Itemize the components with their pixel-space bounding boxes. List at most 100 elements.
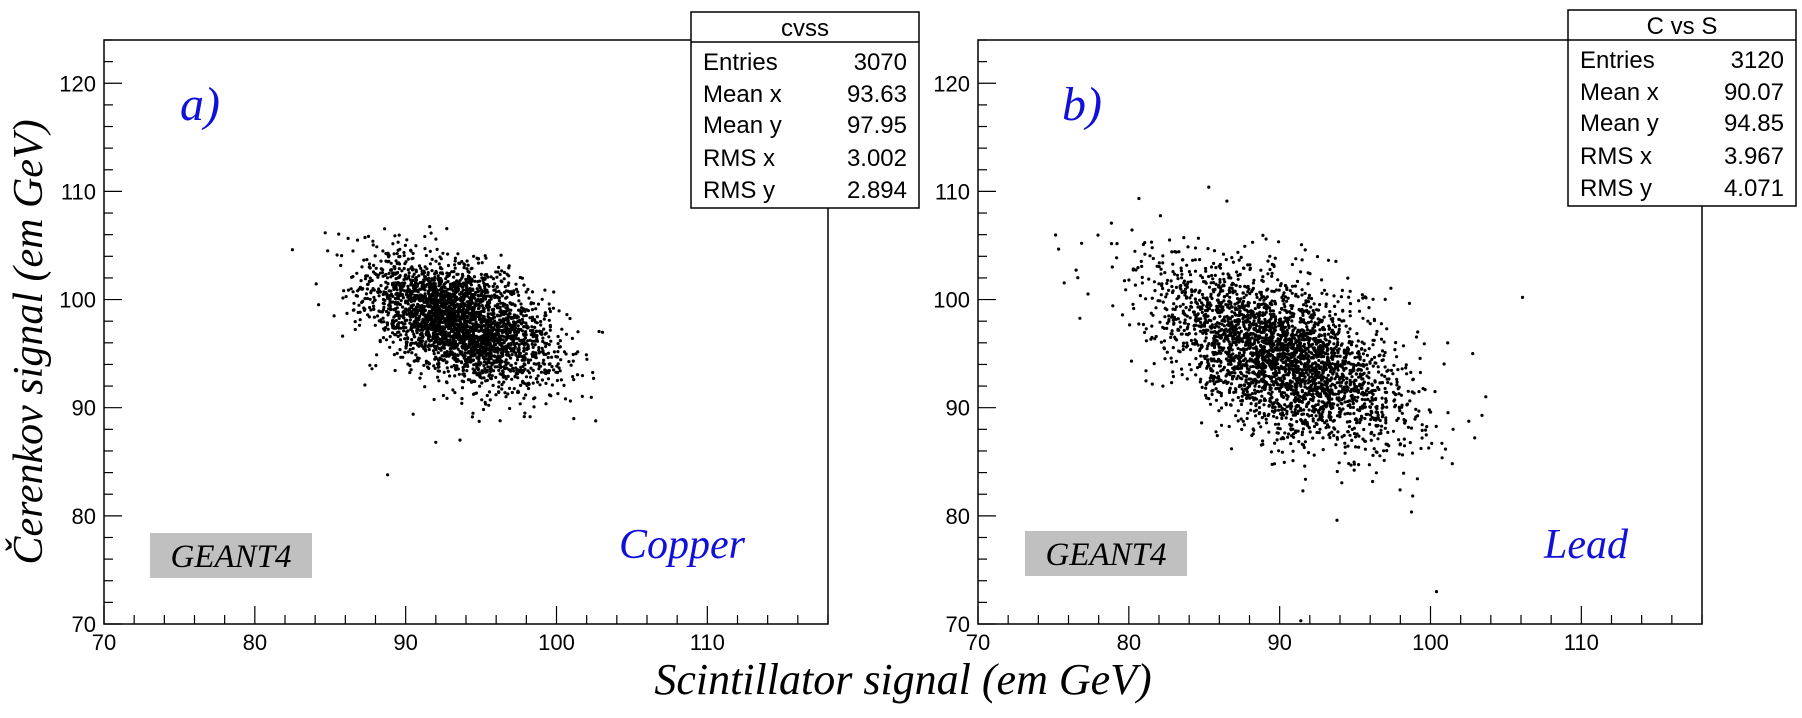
scatter-point xyxy=(404,289,408,293)
scatter-point xyxy=(428,249,432,253)
scatter-point xyxy=(1397,392,1401,396)
scatter-point xyxy=(474,320,478,324)
scatter-point xyxy=(409,341,413,346)
scatter-point xyxy=(434,287,438,291)
scatter-point xyxy=(528,316,532,320)
scatter-point xyxy=(514,366,518,370)
scatter-point xyxy=(340,254,344,258)
scatter-point xyxy=(480,398,484,402)
scatter-point xyxy=(1362,380,1366,384)
scatter-point xyxy=(1277,422,1281,426)
scatter-point xyxy=(1254,414,1258,418)
scatter-point xyxy=(1285,333,1289,337)
scatter-point xyxy=(558,345,562,349)
scatter-point xyxy=(534,362,538,366)
scatter-point xyxy=(443,286,447,290)
scatter-point xyxy=(413,289,417,293)
scatter-point xyxy=(457,309,461,313)
scatter-point xyxy=(363,235,367,240)
scatter-point xyxy=(482,364,486,368)
scatter-point xyxy=(375,314,380,318)
scatter-point xyxy=(459,295,463,300)
scatter-point xyxy=(1251,281,1255,285)
scatter-point xyxy=(461,306,465,311)
scatter-point xyxy=(335,253,339,257)
scatter-point xyxy=(1405,403,1409,407)
scatter-point xyxy=(442,358,446,362)
scatter-point xyxy=(1282,376,1286,381)
scatter-point xyxy=(1270,379,1274,383)
scatter-point xyxy=(1340,372,1344,376)
scatter-point xyxy=(438,318,442,322)
scatter-point xyxy=(538,331,543,335)
scatter-point xyxy=(1284,359,1288,363)
scatter-point xyxy=(1347,295,1351,299)
scatter-point xyxy=(1327,324,1331,328)
scatter-point xyxy=(554,355,558,359)
scatter-point xyxy=(355,238,360,242)
scatter-point xyxy=(1195,302,1199,306)
scatter-point xyxy=(1285,310,1289,314)
scatter-point xyxy=(448,338,452,342)
scatter-point xyxy=(492,326,496,330)
scatter-point xyxy=(371,300,375,305)
scatter-point xyxy=(547,343,551,347)
scatter-point xyxy=(383,326,388,330)
scatter-point xyxy=(1252,428,1256,432)
scatter-point xyxy=(1218,314,1222,318)
scatter-point xyxy=(1238,284,1242,289)
scatter-point xyxy=(543,368,547,372)
scatter-point xyxy=(1368,322,1372,326)
scatter-point xyxy=(1343,400,1347,404)
scatter-point xyxy=(1329,317,1333,321)
scatter-point xyxy=(1318,427,1322,431)
scatter-point xyxy=(469,296,473,300)
scatter-point xyxy=(507,281,511,285)
scatter-point xyxy=(557,309,561,313)
scatter-point xyxy=(569,363,573,367)
scatter-point xyxy=(454,327,458,332)
scatter-point xyxy=(1370,402,1374,406)
scatter-point xyxy=(441,393,445,398)
scatter-point xyxy=(483,324,487,328)
scatter-point xyxy=(1424,428,1428,432)
scatter-point xyxy=(512,289,516,293)
scatter-point xyxy=(382,290,386,294)
scatter-point xyxy=(556,392,560,396)
scatter-point xyxy=(492,315,496,319)
scatter-point xyxy=(456,252,460,256)
scatter-point xyxy=(539,319,543,324)
scatter-point xyxy=(456,329,460,333)
scatter-point xyxy=(397,283,401,287)
scatter-point xyxy=(476,261,481,265)
scatter-point xyxy=(290,248,294,252)
scatter-point xyxy=(396,296,400,300)
scatter-point xyxy=(352,301,356,305)
scatter-point xyxy=(1277,366,1281,371)
scatter-point xyxy=(412,286,416,291)
scatter-point xyxy=(1384,421,1388,425)
scatter-point xyxy=(428,281,432,285)
scatter-point xyxy=(414,353,418,357)
scatter-point xyxy=(445,291,450,295)
scatter-point xyxy=(1158,214,1162,218)
scatter-point xyxy=(1159,340,1163,344)
scatter-point xyxy=(482,296,486,300)
scatter-point xyxy=(1324,304,1328,308)
scatter-point xyxy=(504,363,508,367)
scatter-point xyxy=(1400,411,1404,415)
scatter-point xyxy=(1204,266,1208,271)
scatter-point xyxy=(1285,409,1289,413)
scatter-point xyxy=(446,369,450,373)
scatter-point xyxy=(421,328,425,332)
scatter-point xyxy=(526,382,531,386)
scatter-point xyxy=(397,316,401,320)
scatter-point xyxy=(396,310,400,314)
scatter-point xyxy=(423,385,427,389)
scatter-point xyxy=(1380,403,1385,407)
scatter-point xyxy=(1350,351,1354,355)
scatter-point xyxy=(1327,339,1331,343)
scatter-point xyxy=(557,366,561,370)
scatter-point xyxy=(1275,438,1279,442)
scatter-point xyxy=(1236,297,1240,301)
